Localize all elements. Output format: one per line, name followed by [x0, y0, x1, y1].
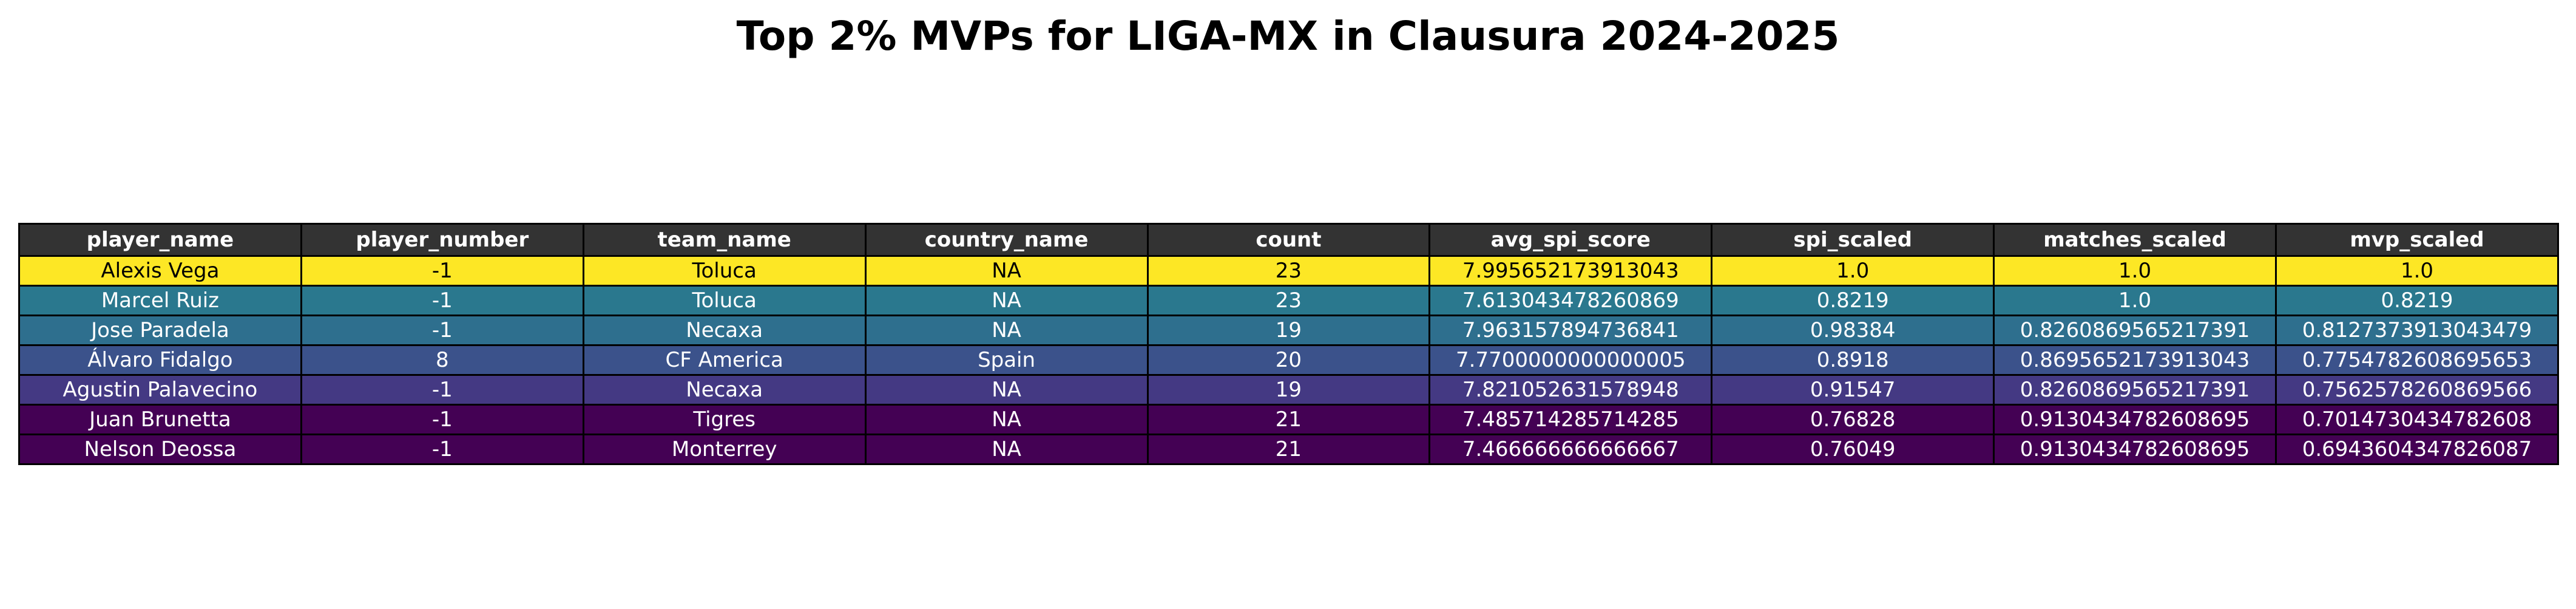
table-cell-spi-scaled: 0.76049: [1711, 434, 1995, 465]
table-cell-spi-scaled: 0.8219: [1711, 285, 1995, 316]
table-cell-mvp-scaled: 0.6943604347826087: [2275, 434, 2559, 465]
table-cell-mvp-scaled: 0.8127373913043479: [2275, 315, 2559, 346]
table-cell-player-number: -1: [300, 285, 584, 316]
table-cell-count: 19: [1146, 374, 1431, 406]
table-cell-avg-spi-score: 7.485714285714285: [1428, 404, 1713, 435]
table-cell-count: 23: [1146, 255, 1431, 287]
table-cell-team-name: Toluca: [582, 285, 867, 316]
table-cell-matches-scaled: 0.8260869565217391: [1993, 374, 2277, 406]
table-row: Álvaro Fidalgo 8 CF America Spain 20 7.770000…: [18, 344, 2559, 376]
table-cell-mvp-scaled: 1.0: [2275, 255, 2559, 287]
table-cell-team-name: Tigres: [582, 404, 867, 435]
column-header-mvp-scaled: mvp_scaled: [2275, 223, 2559, 257]
table-cell-count: 20: [1146, 344, 1431, 376]
table-cell-matches-scaled: 0.9130434782608695: [1993, 404, 2277, 435]
table-cell-mvp-scaled: 0.7562578260869566: [2275, 374, 2559, 406]
column-header-player-name: player_name: [18, 223, 302, 257]
table-header-row: player_name player_number team_name country…: [18, 223, 2559, 257]
table-cell-count: 19: [1146, 315, 1431, 346]
table-cell-team-name: Necaxa: [582, 374, 867, 406]
table-cell-spi-scaled: 0.98384: [1711, 315, 1995, 346]
table-cell-matches-scaled: 1.0: [1993, 255, 2277, 287]
column-header-team-name: team_name: [582, 223, 867, 257]
table-cell-player-number: -1: [300, 374, 584, 406]
table-cell-avg-spi-score: 7.995652173913043: [1428, 255, 1713, 287]
table-cell-mvp-scaled: 0.8219: [2275, 285, 2559, 316]
table-cell-country-name: Spain: [864, 344, 1149, 376]
table-cell-mvp-scaled: 0.7754782608695653: [2275, 344, 2559, 376]
column-header-player-number: player_number: [300, 223, 584, 257]
table-cell-avg-spi-score: 7.7700000000000005: [1428, 344, 1713, 376]
table-cell-count: 21: [1146, 404, 1431, 435]
table-cell-count: 23: [1146, 285, 1431, 316]
table-cell-team-name: Toluca: [582, 255, 867, 287]
table-body: Alexis Vega -1 Toluca NA 23 7.995652173913043…: [18, 255, 2559, 465]
table-row: Marcel Ruiz -1 Toluca NA 23 7.613043478260869…: [18, 285, 2559, 316]
table-cell-team-name: Necaxa: [582, 315, 867, 346]
table-cell-avg-spi-score: 7.613043478260869: [1428, 285, 1713, 316]
table-row: Nelson Deossa -1 Monterrey NA 21 7.4666666666…: [18, 434, 2559, 465]
table-cell-player-name: Alexis Vega: [18, 255, 302, 287]
table-cell-matches-scaled: 0.8260869565217391: [1993, 315, 2277, 346]
table-cell-player-number: 8: [300, 344, 584, 376]
table-cell-player-name: Juan Brunetta: [18, 404, 302, 435]
table-cell-matches-scaled: 1.0: [1993, 285, 2277, 316]
table-cell-spi-scaled: 0.8918: [1711, 344, 1995, 376]
column-header-spi-scaled: spi_scaled: [1711, 223, 1995, 257]
table-cell-country-name: NA: [864, 404, 1149, 435]
column-header-matches-scaled: matches_scaled: [1993, 223, 2277, 257]
table-cell-mvp-scaled: 0.7014730434782608: [2275, 404, 2559, 435]
chart-title: Top 2% MVPs for LIGA-MX in Clausura 2024…: [736, 13, 1840, 60]
table-cell-player-number: -1: [300, 315, 584, 346]
table-cell-player-number: -1: [300, 255, 584, 287]
table-cell-team-name: CF America: [582, 344, 867, 376]
table-cell-player-number: -1: [300, 434, 584, 465]
table-cell-player-name: Nelson Deossa: [18, 434, 302, 465]
table-cell-country-name: NA: [864, 434, 1149, 465]
column-header-country-name: country_name: [864, 223, 1149, 257]
table-cell-player-name: Jose Paradela: [18, 315, 302, 346]
table-cell-spi-scaled: 0.76828: [1711, 404, 1995, 435]
table-cell-spi-scaled: 1.0: [1711, 255, 1995, 287]
table-cell-team-name: Monterrey: [582, 434, 867, 465]
table-cell-country-name: NA: [864, 285, 1149, 316]
table-cell-matches-scaled: 0.9130434782608695: [1993, 434, 2277, 465]
table-cell-player-name: Agustin Palavecino: [18, 374, 302, 406]
column-header-avg-spi-score: avg_spi_score: [1428, 223, 1713, 257]
table-row: Jose Paradela -1 Necaxa NA 19 7.9631578947368…: [18, 315, 2559, 346]
mvp-table-container: player_name player_number team_name country…: [18, 223, 2559, 465]
table-cell-avg-spi-score: 7.466666666666667: [1428, 434, 1713, 465]
table-cell-avg-spi-score: 7.963157894736841: [1428, 315, 1713, 346]
table-cell-spi-scaled: 0.91547: [1711, 374, 1995, 406]
table-row: Agustin Palavecino -1 Necaxa NA 19 7.82105263…: [18, 374, 2559, 406]
column-header-count: count: [1146, 223, 1431, 257]
table-cell-avg-spi-score: 7.821052631578948: [1428, 374, 1713, 406]
table-cell-count: 21: [1146, 434, 1431, 465]
table-cell-matches-scaled: 0.8695652173913043: [1993, 344, 2277, 376]
table-cell-player-number: -1: [300, 404, 584, 435]
mvp-table: player_name player_number team_name country…: [18, 223, 2559, 465]
table-row: Alexis Vega -1 Toluca NA 23 7.995652173913043…: [18, 255, 2559, 287]
table-row: Juan Brunetta -1 Tigres NA 21 7.4857142857142…: [18, 404, 2559, 435]
table-cell-player-name: Álvaro Fidalgo: [18, 344, 302, 376]
table-cell-player-name: Marcel Ruiz: [18, 285, 302, 316]
table-cell-country-name: NA: [864, 374, 1149, 406]
table-cell-country-name: NA: [864, 255, 1149, 287]
table-cell-country-name: NA: [864, 315, 1149, 346]
